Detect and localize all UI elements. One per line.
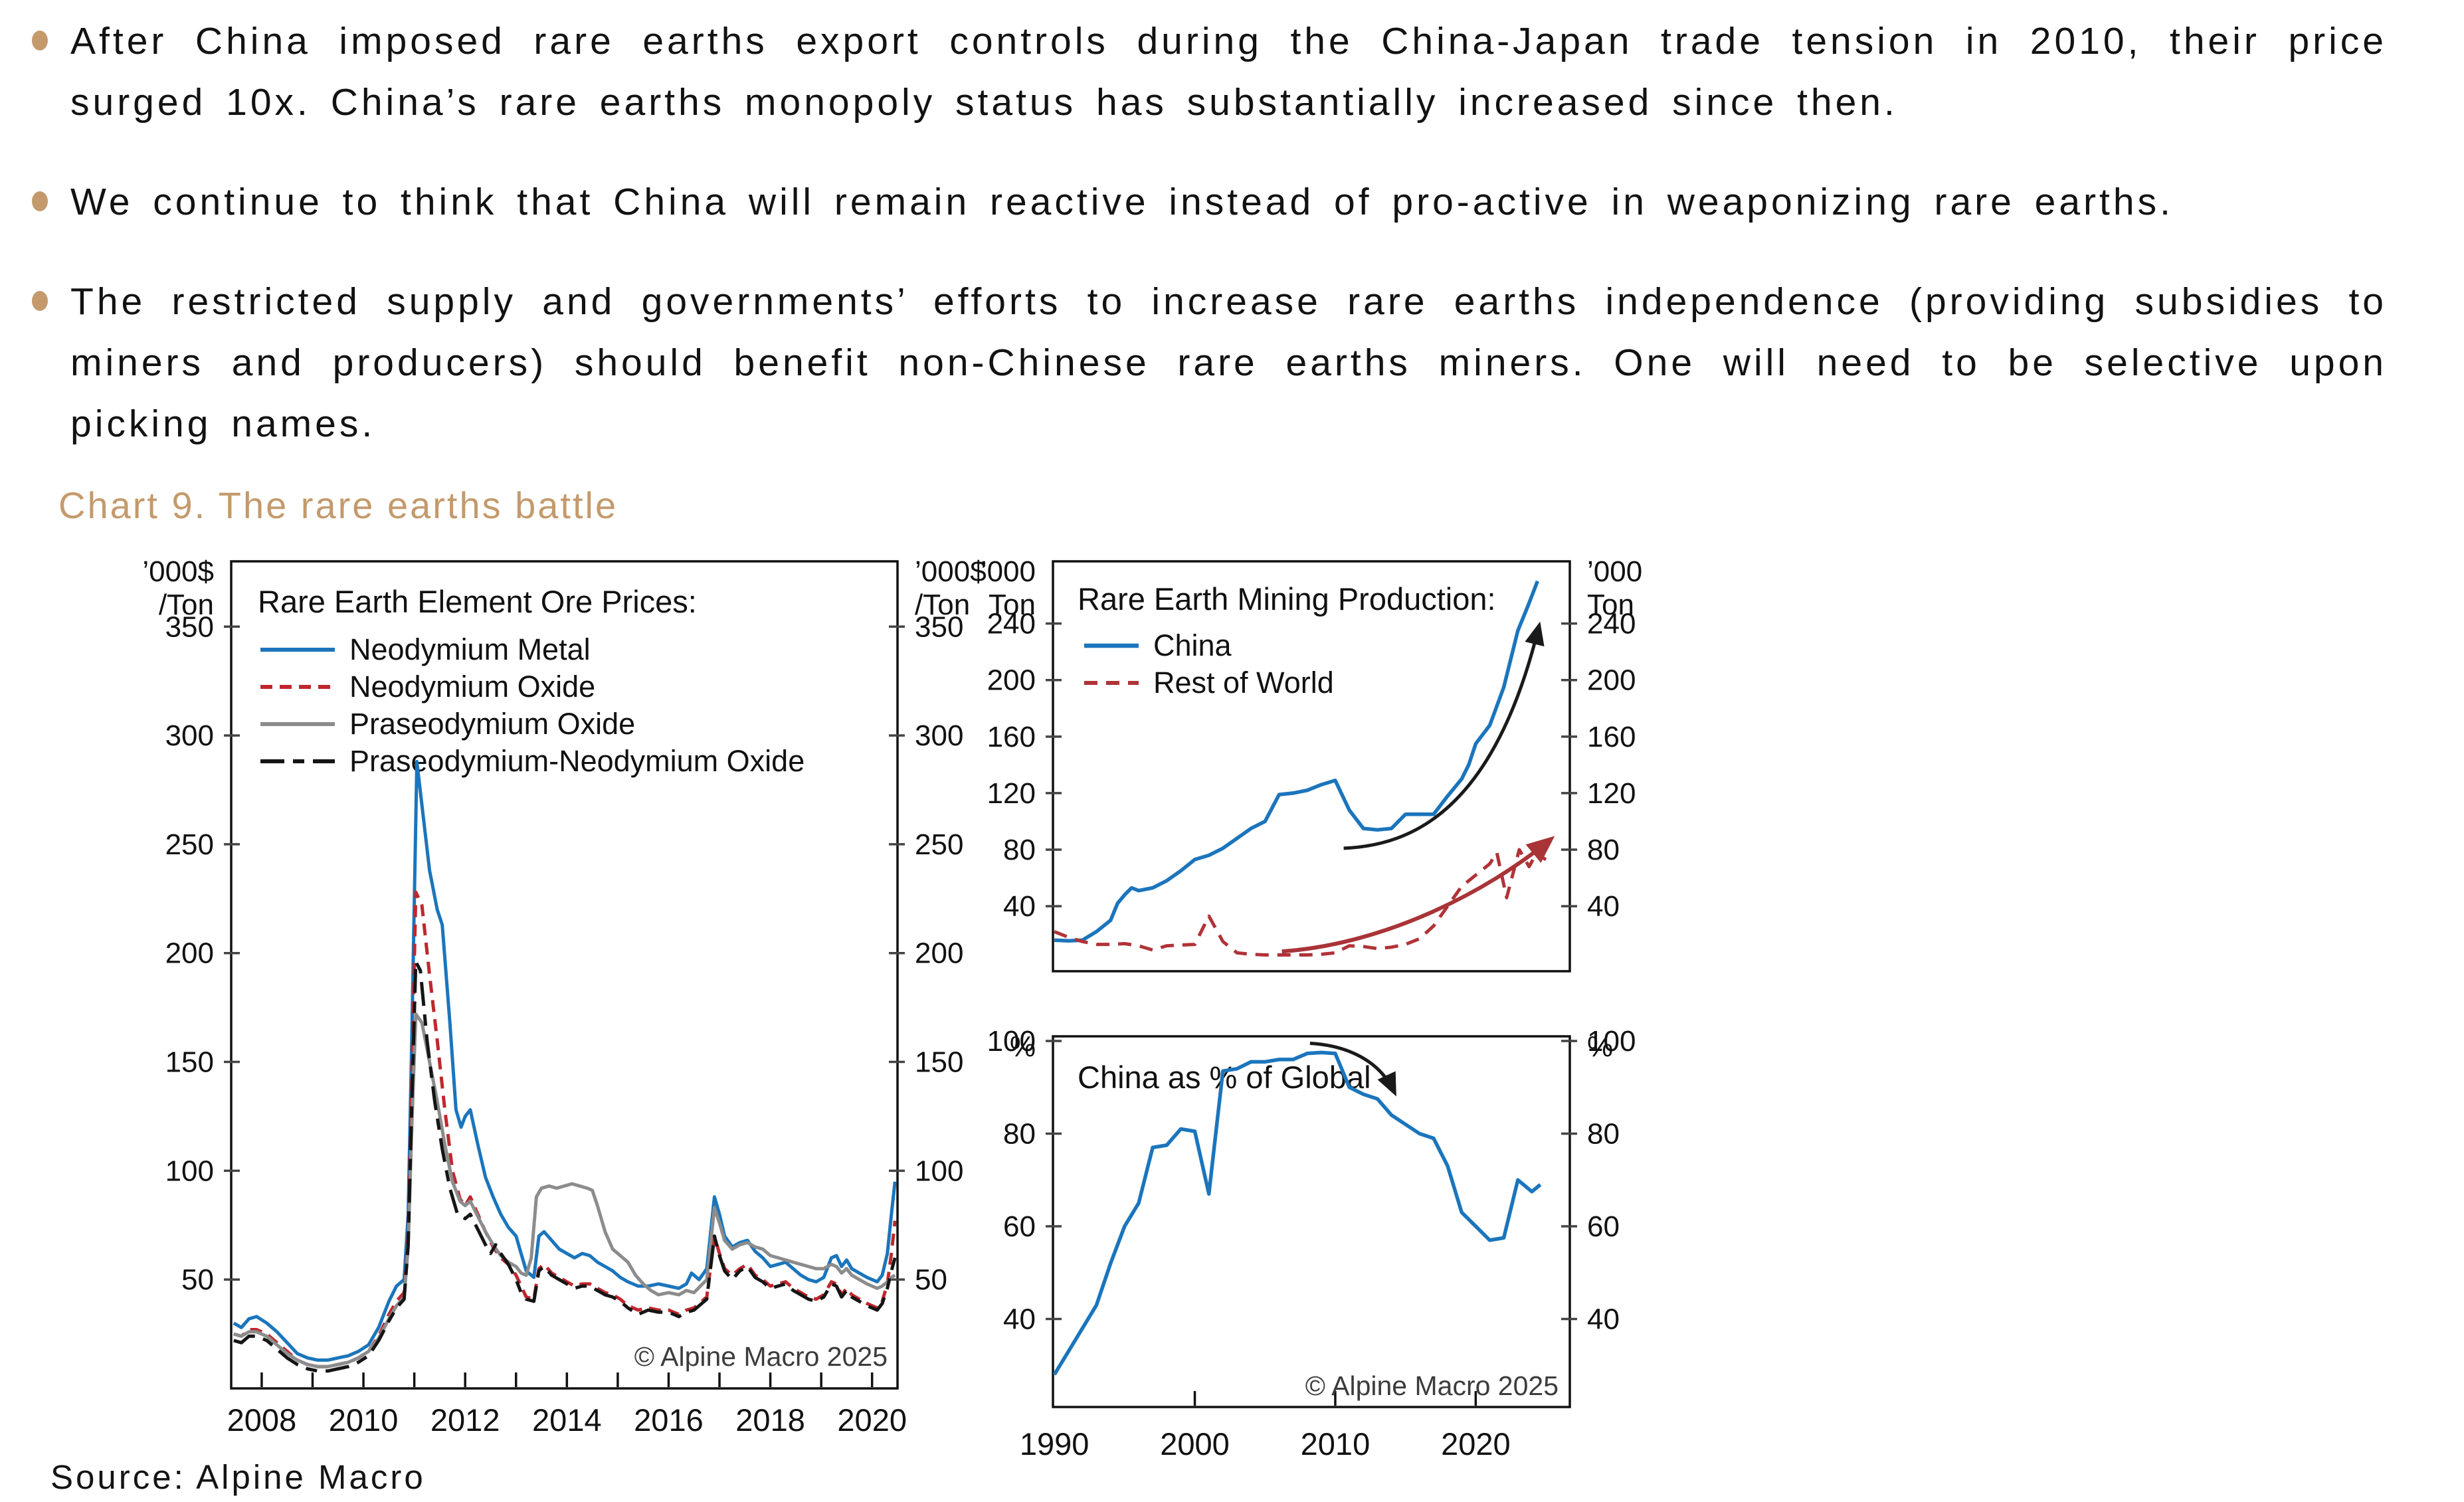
y-tick-label: 350 xyxy=(165,610,214,643)
bullet-list: After China imposed rare earths export c… xyxy=(32,11,2387,493)
axis-unit-label: ’000$ xyxy=(915,555,987,588)
plot-frame xyxy=(230,560,899,1390)
legend-label: Neodymium Oxide xyxy=(349,670,595,704)
series-neodymium-oxide xyxy=(233,890,897,1368)
y-tick-label: 250 xyxy=(165,828,214,861)
x-tick-label: 1990 xyxy=(1020,1426,1090,1461)
y-tick-label: 120 xyxy=(1587,777,1636,810)
chart-ore-prices: 350 350 300 300 250 250 200 200 150 150 100 100 50 50… xyxy=(142,555,986,1438)
y-tick-label: 200 xyxy=(987,664,1036,697)
source-note: Source: Alpine Macro xyxy=(50,1458,426,1496)
x-tick-label: 2014 xyxy=(532,1402,602,1438)
x-tick-label: 2000 xyxy=(1160,1426,1230,1461)
bullet-item: After China imposed rare earths export c… xyxy=(32,11,2387,133)
x-tick-label: 2020 xyxy=(837,1402,907,1438)
y-tick-label: 240 xyxy=(1587,608,1636,640)
axis-unit-label: /Ton xyxy=(159,589,214,621)
y-tick-label: 100 xyxy=(165,1155,214,1187)
row-surge-arrow-icon xyxy=(1281,836,1555,954)
copyright-note: © Alpine Macro 2025 xyxy=(634,1341,888,1372)
axis-unit-label: /Ton xyxy=(915,589,970,621)
legend-label: Rest of World xyxy=(1153,666,1334,700)
y-tick-label: 80 xyxy=(1587,1117,1620,1150)
y-tick-label: 240 xyxy=(987,608,1036,640)
bullet-text: The restricted supply and governments’ e… xyxy=(70,280,2387,445)
plot-frame xyxy=(1052,560,1571,973)
y-tick-label: 50 xyxy=(915,1264,947,1296)
bullet-item: We continue to think that China will rem… xyxy=(32,171,2387,233)
axis-unit-label: ’000 xyxy=(1587,555,1642,588)
y-tick-label: 60 xyxy=(1587,1210,1620,1243)
y-tick-label: 350 xyxy=(915,610,963,643)
copyright-note: © Alpine Macro 2025 xyxy=(1305,1370,1559,1401)
axis-unit-label: Ton xyxy=(989,589,1036,621)
y-tick-label: 200 xyxy=(165,937,214,970)
series-praseodymium-neodymium-oxide xyxy=(233,960,897,1373)
y-tick-label: 120 xyxy=(987,777,1036,810)
series-neodymium-metal xyxy=(233,759,897,1362)
legend-label: China xyxy=(1153,628,1232,662)
chart-inner-title: Rare Earth Element Ore Prices: xyxy=(258,584,697,619)
y-tick-label: 160 xyxy=(987,721,1036,753)
axis-unit-label: ’000$ xyxy=(142,555,214,588)
y-tick-label: 60 xyxy=(1003,1210,1036,1243)
bullet-dot-icon xyxy=(32,191,48,211)
y-tick-label: 200 xyxy=(1587,664,1636,697)
x-tick-label: 2010 xyxy=(1301,1426,1371,1461)
bullet-item: The restricted supply and governments’ e… xyxy=(32,271,2387,454)
chart-inner-title: China as % of Global xyxy=(1078,1060,1371,1095)
y-tick-label: 300 xyxy=(915,719,963,752)
y-tick-label: 80 xyxy=(1587,834,1620,866)
y-tick-label: 50 xyxy=(181,1264,214,1296)
y-tick-label: 100 xyxy=(1587,1025,1636,1058)
series-rest-of-world xyxy=(1054,848,1547,957)
y-tick-label: 100 xyxy=(915,1155,963,1187)
bullet-dot-icon xyxy=(32,31,48,50)
chart-section-title: Chart 9. The rare earths battle xyxy=(58,484,618,526)
chart-china-share: 100 100 80 80 60 60 40 40 1990 2000 2010 2020% % Chin… xyxy=(987,1025,1636,1461)
y-tick-label: 80 xyxy=(1003,1117,1036,1150)
x-tick-label: 2012 xyxy=(430,1402,500,1438)
y-tick-label: 40 xyxy=(1587,1303,1620,1335)
axis-unit-label: % xyxy=(1587,1030,1613,1063)
y-tick-label: 40 xyxy=(1587,890,1620,923)
series-china-as-of-global xyxy=(1052,1050,1542,1376)
plot-frame xyxy=(1052,1035,1571,1408)
x-tick-label: 2008 xyxy=(227,1402,297,1438)
y-tick-label: 40 xyxy=(1003,1303,1036,1335)
x-tick-label: 2018 xyxy=(735,1402,805,1438)
axis-unit-label: % xyxy=(1010,1030,1036,1063)
legend-label: Praseodymium Oxide xyxy=(349,707,635,741)
y-tick-label: 150 xyxy=(915,1046,963,1079)
y-tick-label: 100 xyxy=(987,1025,1036,1058)
bullet-dot-icon xyxy=(32,291,48,311)
x-tick-label: 2020 xyxy=(1441,1426,1511,1461)
x-tick-label: 2010 xyxy=(329,1402,399,1438)
share-decline-arrow-icon xyxy=(1309,1042,1396,1097)
bullet-text: We continue to think that China will rem… xyxy=(70,181,2174,223)
y-tick-label: 80 xyxy=(1003,834,1036,866)
y-tick-label: 300 xyxy=(165,719,214,752)
axis-unit-label: Ton xyxy=(1587,589,1634,621)
y-tick-label: 250 xyxy=(915,828,963,861)
series-praseodymium-oxide xyxy=(233,1012,896,1368)
y-tick-label: 200 xyxy=(915,937,963,970)
legend-label: Neodymium Metal xyxy=(349,632,591,666)
chart-inner-title: Rare Earth Mining Production: xyxy=(1078,581,1496,616)
series-china xyxy=(1054,580,1539,943)
bullet-text: After China imposed rare earths export c… xyxy=(70,20,2387,124)
y-tick-label: 160 xyxy=(1587,721,1636,753)
y-tick-label: 40 xyxy=(1003,890,1036,923)
legend-label: Praseodymium-Neodymium Oxide xyxy=(349,744,805,778)
china-surge-arrow-icon xyxy=(1343,621,1545,850)
axis-unit-label: ’000 xyxy=(981,555,1036,588)
y-tick-label: 150 xyxy=(165,1046,214,1079)
x-tick-label: 2016 xyxy=(634,1402,704,1438)
